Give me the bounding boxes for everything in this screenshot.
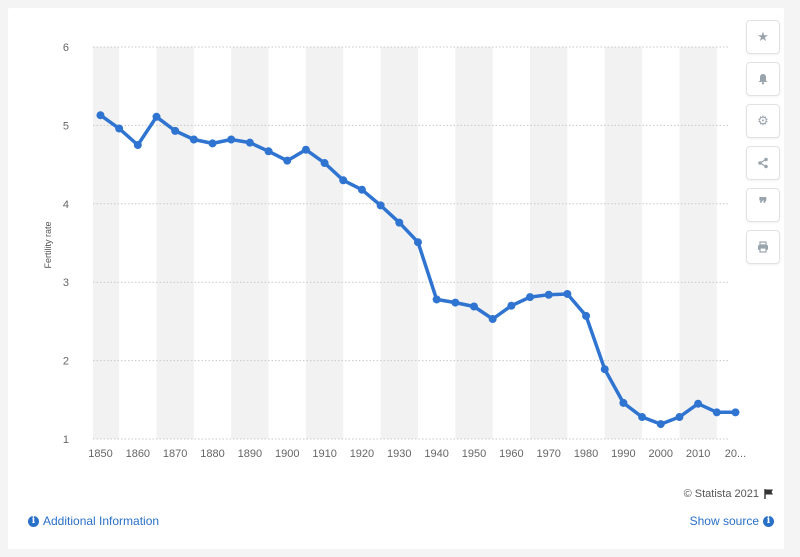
x-tick-label: 1890: [238, 448, 262, 460]
x-tick-label: 1940: [424, 448, 448, 460]
additional-information-label: Additional Information: [43, 514, 160, 528]
column-band: [305, 47, 344, 439]
data-point: [638, 413, 647, 422]
favorite-button[interactable]: ★: [746, 20, 780, 54]
data-point: [301, 145, 310, 154]
data-point: [115, 124, 124, 133]
data-point: [171, 126, 180, 135]
x-tick-label: 1920: [350, 448, 374, 460]
y-tick-label: 5: [63, 120, 69, 132]
gridlines: [93, 46, 728, 440]
data-point: [470, 302, 478, 311]
print-button[interactable]: [746, 230, 780, 264]
x-tick-label: 1870: [163, 448, 187, 460]
print-icon: [758, 241, 768, 253]
x-tick-label: 1950: [462, 448, 486, 460]
x-tick-label: 1990: [611, 448, 635, 460]
y-tick-label: 4: [63, 199, 69, 211]
y-tick-label: 6: [63, 42, 69, 54]
y-axis-title: Fertility rate: [43, 221, 53, 268]
x-tick-label: 1970: [536, 448, 560, 460]
x-tick-label: 1900: [275, 448, 299, 460]
cite-button[interactable]: ❞: [746, 188, 780, 222]
data-point: [488, 315, 497, 324]
data-point: [413, 238, 422, 247]
chart-toolbar: ★ ⚙ ❞: [746, 20, 780, 264]
column-band: [530, 47, 568, 439]
x-tick-label: 1860: [126, 448, 150, 460]
bell-icon: [758, 74, 768, 85]
y-tick-label: 3: [63, 277, 69, 289]
share-button[interactable]: [746, 146, 780, 180]
credit-text: © Statista 2021: [683, 488, 759, 500]
show-source-label: Show source: [689, 514, 759, 528]
column-band: [380, 47, 418, 439]
data-point: [432, 295, 441, 304]
data-point: [656, 420, 665, 429]
flag-icon: [764, 489, 773, 499]
data-point: [507, 301, 516, 310]
star-icon: ★: [757, 29, 769, 44]
data-point: [208, 139, 217, 148]
data-point: [320, 159, 329, 168]
data-point: [395, 218, 404, 227]
data-point: [694, 399, 703, 408]
data-point: [189, 135, 198, 144]
x-tick-label: 1960: [499, 448, 523, 460]
data-point: [227, 135, 236, 144]
data-point: [451, 298, 460, 307]
show-source-link[interactable]: Show source i: [690, 514, 774, 528]
share-icon: [758, 157, 768, 169]
data-point: [357, 185, 366, 194]
data-point: [582, 311, 591, 320]
column-band: [93, 47, 120, 439]
notification-button[interactable]: [746, 62, 780, 96]
y-tick-labels: 1 2 3 4 5 6: [63, 42, 69, 446]
data-point: [376, 201, 385, 210]
x-tick-label: 1850: [88, 448, 112, 460]
data-point: [96, 111, 105, 120]
data-point: [526, 293, 535, 302]
data-point: [283, 156, 292, 165]
quote-icon: ❞: [758, 196, 768, 213]
statista-credit[interactable]: © Statista 2021: [684, 488, 774, 500]
x-tick-label: 1980: [574, 448, 598, 460]
column-band: [455, 47, 493, 439]
data-point: [731, 408, 740, 417]
info-icon: i: [763, 515, 774, 527]
data-point: [264, 147, 273, 156]
data-point: [675, 413, 684, 422]
settings-button[interactable]: ⚙: [746, 104, 780, 138]
y-tick-label: 2: [63, 356, 69, 368]
data-point: [339, 176, 348, 185]
data-point: [712, 408, 721, 417]
column-band: [231, 47, 269, 439]
data-point: [619, 398, 628, 407]
x-tick-label: 1930: [387, 448, 411, 460]
data-point: [245, 138, 254, 147]
x-tick-label: 2010: [686, 448, 710, 460]
column-band: [604, 47, 643, 439]
column-band: [156, 47, 194, 439]
info-icon: i: [28, 515, 39, 527]
column-bands: [93, 47, 717, 439]
y-tick-label: 1: [63, 434, 69, 446]
x-tick-label: 20...: [725, 448, 746, 460]
data-point: [563, 289, 572, 298]
series-fertility-rate: [96, 111, 740, 429]
column-band: [679, 47, 717, 439]
gear-icon: ⚙: [757, 113, 769, 128]
x-tick-labels: 1850 1860 1870 1880 1890 1900 1910 1920 1930 1940…: [88, 448, 746, 460]
x-tick-label: 2000: [649, 448, 673, 460]
additional-information-link[interactable]: i Additional Information: [28, 514, 159, 528]
x-tick-label: 1910: [312, 448, 336, 460]
data-point: [133, 141, 142, 149]
data-point: [152, 112, 161, 121]
x-tick-label: 1880: [200, 448, 224, 460]
data-point: [544, 290, 553, 299]
data-point: [600, 365, 609, 374]
